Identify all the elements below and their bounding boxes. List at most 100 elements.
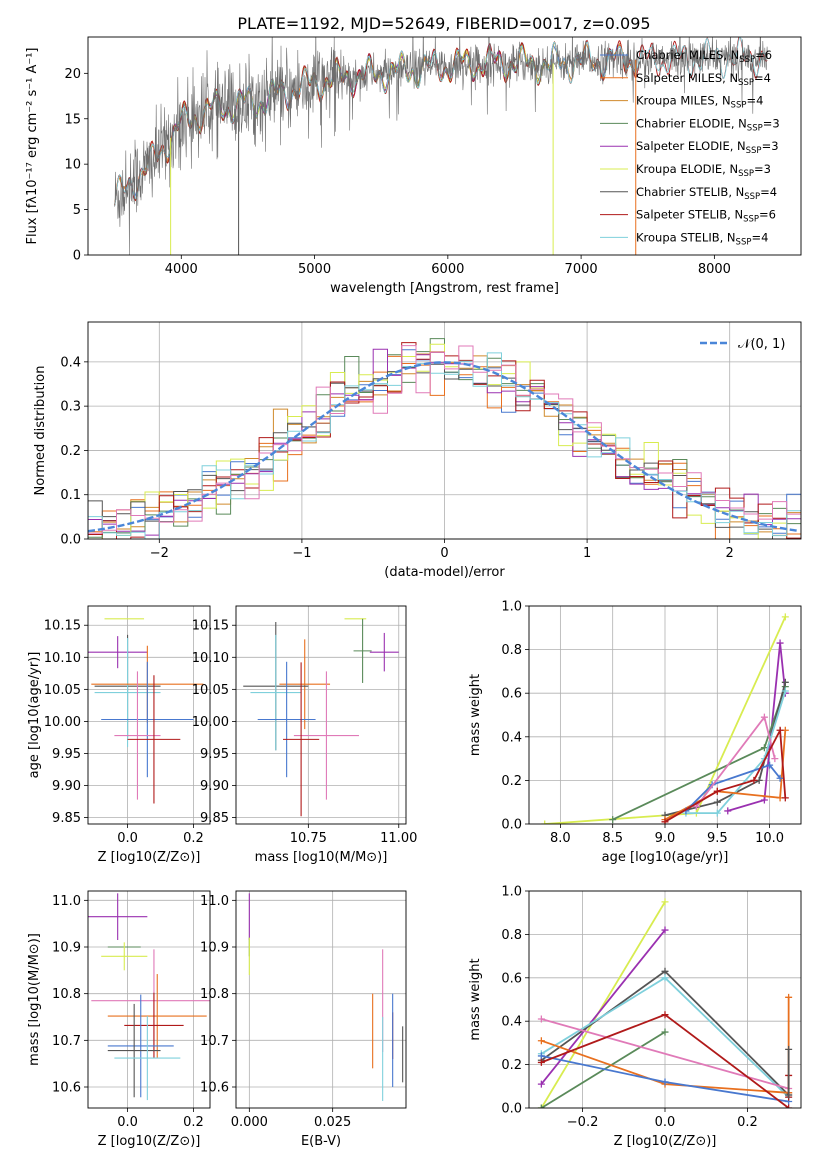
series-marker: [750, 776, 758, 784]
y-tick-label: 15: [64, 112, 81, 127]
x-tick-label: 0.0: [655, 1115, 676, 1130]
legend-subscript: SSP: [744, 192, 760, 202]
legend-value: =3: [754, 162, 771, 176]
normal-curve: [88, 361, 799, 533]
legend-subscript: SSP: [746, 146, 762, 156]
legend-value: =6: [759, 208, 776, 222]
series-marker: [661, 1078, 669, 1086]
histogram-series: [88, 345, 801, 536]
spectrum-model-line: [114, 37, 768, 206]
series-marker: [776, 726, 784, 734]
y-tick-label: 10.7: [200, 1034, 229, 1049]
legend-value: =4: [751, 230, 768, 244]
x-axis-label: E(B-V): [301, 1134, 341, 1149]
y-axis-label: Normed distribution: [33, 366, 48, 496]
y-tick-label: 11.0: [52, 894, 81, 909]
axes-frame: [235, 890, 407, 1109]
y-tick-label: 10.00: [44, 715, 81, 730]
spectrum-observed-line: [114, 37, 768, 255]
x-tick-label: 9.5: [707, 831, 728, 846]
axes-frame: [528, 890, 802, 1109]
legend-label: Chabrier STELIB, NSSP=4: [636, 185, 777, 202]
series-marker: [537, 1015, 545, 1023]
x-tick-label: 0.2: [183, 831, 204, 846]
legend-value: =4: [760, 185, 777, 199]
panel-age-vs-mass: 10.75 11.00 9.85 9.90 9.95 10.00 10.05 10.10 10.…: [192, 605, 417, 865]
y-tick-label: 10.8: [200, 987, 229, 1002]
errorbar-points: [88, 893, 210, 1101]
series-marker: [713, 798, 721, 806]
y-tick-label: 0.6: [501, 687, 522, 702]
x-tick-label: 1: [583, 546, 591, 561]
series-marker: [766, 761, 774, 769]
x-tick-label: 10.0: [755, 831, 784, 846]
legend-label: Chabrier ELODIE, NSSP=3: [636, 116, 780, 133]
y-tick-label: 0.8: [501, 643, 522, 658]
x-tick-label: 0.2: [183, 1115, 204, 1130]
legend-value: =3: [763, 116, 780, 130]
series-marker: [776, 774, 784, 782]
series-marker: [661, 974, 669, 982]
y-tick-label: 0.6: [501, 971, 522, 986]
errorbar-points: [243, 618, 399, 817]
panel-massweight-vs-Z: −0.2 0.0 0.2 0.0 0.2 0.4 0.6 0.8 1.0 Z [log10(Z/Z…: [468, 885, 802, 1149]
y-tick-label: 0.2: [501, 774, 522, 789]
legend-subscript: SSP: [736, 237, 752, 247]
series-marker: [781, 794, 789, 802]
x-tick-label: −2: [150, 546, 169, 561]
x-tick-label: 8.5: [602, 831, 623, 846]
series-marker: [760, 796, 768, 804]
y-tick-label: 10.8: [52, 987, 81, 1002]
y-tick-label: 0.0: [501, 818, 522, 833]
y-tick-label: 0.2: [501, 1058, 522, 1073]
y-tick-label: 10.00: [192, 715, 229, 730]
y-tick-label: 1.0: [501, 885, 522, 900]
x-tick-label: 0.0: [117, 831, 138, 846]
y-axis-label: mass [log10(M/M⊙)]: [27, 933, 42, 1066]
axes-frame: [87, 605, 211, 825]
x-axis-label: wavelength [Angstrom, rest frame]: [330, 281, 559, 296]
y-tick-label: 0.8: [501, 928, 522, 943]
series-marker: [537, 1037, 545, 1045]
y-tick-label: 10.15: [192, 619, 229, 634]
series-marker: [661, 898, 669, 906]
series-marker: [760, 713, 768, 721]
series-marker: [785, 993, 793, 1001]
series-marker: [785, 1104, 793, 1108]
x-tick-label: −1: [292, 546, 311, 561]
axes-frame: [87, 321, 802, 540]
line-series: [537, 898, 793, 1108]
axes-frame: [235, 605, 407, 825]
series-marker: [609, 816, 617, 824]
legend-subscript: SSP: [738, 78, 754, 88]
x-tick-label: 4000: [165, 262, 198, 277]
axes-frame: [87, 890, 211, 1109]
x-tick-label: 0.0: [117, 1115, 138, 1130]
y-tick-label: 10.05: [44, 683, 81, 698]
x-tick-label: 7000: [565, 262, 598, 277]
y-tick-label: 10.10: [192, 651, 229, 666]
series-marker: [661, 1028, 669, 1036]
series-marker: [776, 639, 784, 647]
legend-subscript: SSP: [731, 101, 747, 111]
y-tick-label: 0.0: [501, 1102, 522, 1117]
y-tick-label: 0.2: [60, 444, 81, 459]
series-marker: [781, 613, 789, 621]
series-marker: [771, 755, 779, 763]
y-tick-label: 20: [64, 67, 81, 82]
series-marker: [661, 926, 669, 934]
y-tick-label: 11.0: [200, 894, 229, 909]
series-line: [685, 690, 787, 814]
series-marker: [537, 1052, 545, 1060]
y-tick-label: 9.90: [200, 779, 229, 794]
y-axis-label: Flux [fλ10⁻¹⁷ erg cm⁻² s⁻¹ A⁻¹]: [25, 48, 40, 245]
y-tick-label: 0: [73, 249, 81, 264]
series-marker: [661, 1011, 669, 1019]
x-tick-label: 0.2: [737, 1115, 758, 1130]
axes-frame: [87, 36, 802, 256]
x-axis-label: mass [log10(M/M⊙)]: [255, 850, 388, 865]
x-tick-label: 6000: [431, 262, 464, 277]
figure-title: PLATE=1192, MJD=52649, FIBERID=0017, z=0…: [237, 14, 650, 33]
x-tick-label: 0.000: [231, 1115, 268, 1130]
legend-label: Kroupa ELODIE, NSSP=3: [636, 162, 771, 179]
